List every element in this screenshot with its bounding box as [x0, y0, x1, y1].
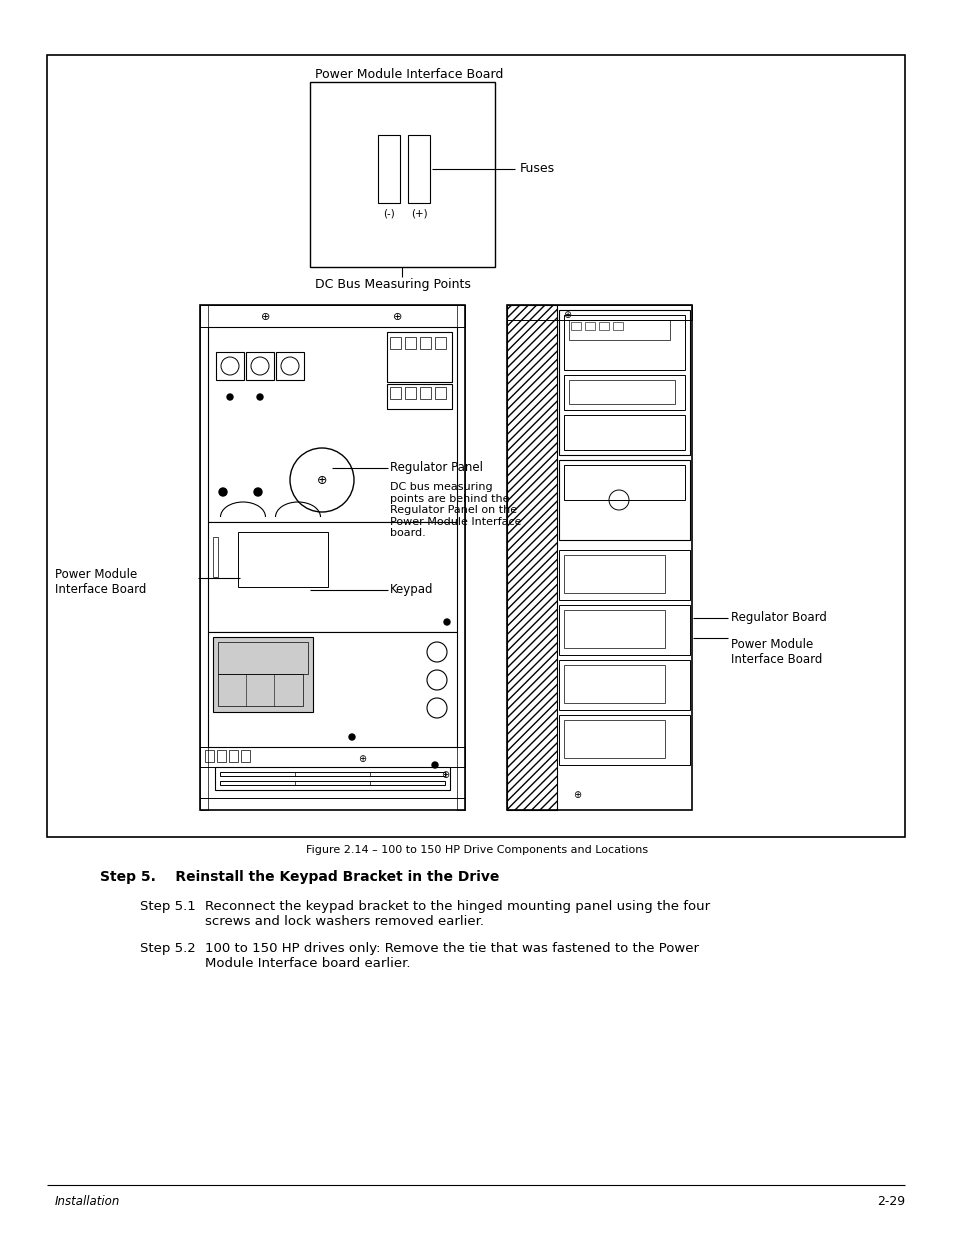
Text: ⊕: ⊕	[440, 769, 449, 781]
Bar	[208, 522, 456, 632]
Circle shape	[253, 488, 262, 496]
Text: Power Module
Interface Board: Power Module Interface Board	[730, 638, 821, 666]
Bar	[405, 387, 416, 399]
Bar	[200, 305, 208, 810]
Text: 100 to 150 HP drives only: Remove the tie that was fastened to the Power
Module : 100 to 150 HP drives only: Remove the ti…	[205, 942, 699, 969]
Text: Reconnect the keypad bracket to the hinged mounting panel using the four
screws : Reconnect the keypad bracket to the hing…	[205, 900, 709, 927]
Circle shape	[219, 488, 227, 496]
Text: 2-29: 2-29	[876, 1195, 904, 1208]
Text: Fuses: Fuses	[519, 163, 555, 175]
Bar	[558, 715, 689, 764]
Circle shape	[256, 394, 263, 400]
Bar	[205, 750, 213, 762]
Text: Power Module
Interface Board: Power Module Interface Board	[55, 568, 146, 597]
Text: Step 5.2: Step 5.2	[140, 942, 195, 955]
Bar	[563, 466, 684, 500]
Text: ⊕: ⊕	[573, 790, 580, 800]
Text: ⊕: ⊕	[261, 312, 271, 322]
Text: (+): (+)	[410, 207, 427, 219]
Bar	[456, 305, 464, 810]
Bar	[563, 664, 664, 703]
Text: Regulator Panel: Regulator Panel	[390, 462, 482, 474]
Bar	[390, 387, 400, 399]
Bar	[435, 337, 446, 350]
Bar	[215, 352, 244, 380]
Bar	[563, 555, 664, 593]
Bar	[419, 337, 431, 350]
Circle shape	[349, 734, 355, 740]
Bar	[387, 384, 452, 409]
Bar	[506, 305, 557, 810]
Bar	[200, 305, 464, 810]
Bar	[405, 337, 416, 350]
Bar	[408, 135, 430, 203]
Bar	[506, 305, 691, 320]
Bar	[213, 637, 313, 713]
Text: ⊕: ⊕	[562, 310, 571, 320]
Text: DC bus measuring
points are behind the
Regulator Panel on the
Power Module Inter: DC bus measuring points are behind the R…	[390, 482, 521, 538]
Bar	[563, 315, 684, 370]
Bar	[275, 352, 304, 380]
Bar	[563, 375, 684, 410]
Text: Power Module Interface Board: Power Module Interface Board	[314, 68, 503, 82]
Text: (-): (-)	[383, 207, 395, 219]
Bar	[419, 387, 431, 399]
Bar	[568, 320, 669, 340]
Bar	[200, 305, 464, 327]
Bar	[208, 327, 456, 522]
Bar	[218, 674, 303, 706]
Text: Installation: Installation	[55, 1195, 120, 1208]
Text: Regulator Board: Regulator Board	[730, 611, 826, 625]
Text: ⊕: ⊕	[357, 755, 366, 764]
Bar	[558, 310, 689, 454]
Bar	[200, 747, 464, 767]
Bar	[377, 135, 399, 203]
Bar	[208, 632, 456, 747]
Text: ⊕: ⊕	[393, 312, 402, 322]
Text: DC Bus Measuring Points: DC Bus Measuring Points	[314, 278, 471, 291]
Bar	[571, 322, 580, 330]
Bar	[563, 610, 664, 648]
Bar	[613, 322, 622, 330]
Bar	[506, 305, 557, 810]
Bar	[310, 82, 495, 267]
Bar	[387, 332, 452, 382]
Bar	[47, 56, 904, 837]
Circle shape	[432, 762, 437, 768]
Bar	[558, 550, 689, 600]
Bar	[229, 750, 237, 762]
Circle shape	[443, 619, 450, 625]
Bar	[584, 322, 595, 330]
Bar	[435, 387, 446, 399]
Bar	[568, 380, 675, 404]
Bar	[237, 532, 328, 587]
Bar	[390, 337, 400, 350]
Bar	[216, 750, 226, 762]
Bar	[558, 459, 689, 540]
Text: Step 5.1: Step 5.1	[140, 900, 195, 913]
Bar	[598, 322, 608, 330]
Bar	[246, 352, 274, 380]
Bar	[218, 642, 308, 674]
Bar	[558, 659, 689, 710]
Text: Figure 2.14 – 100 to 150 HP Drive Components and Locations: Figure 2.14 – 100 to 150 HP Drive Compon…	[306, 845, 647, 855]
Bar	[213, 537, 218, 577]
Bar	[558, 605, 689, 655]
Bar	[220, 781, 444, 785]
Text: Step 5.    Reinstall the Keypad Bracket in the Drive: Step 5. Reinstall the Keypad Bracket in …	[100, 869, 498, 884]
Bar	[506, 305, 691, 810]
Bar	[214, 767, 450, 790]
Text: ⊕: ⊕	[316, 473, 327, 487]
Bar	[563, 415, 684, 450]
Circle shape	[227, 394, 233, 400]
Bar	[241, 750, 250, 762]
Bar	[563, 720, 664, 758]
Bar	[220, 772, 444, 776]
Text: Keypad: Keypad	[390, 583, 433, 597]
